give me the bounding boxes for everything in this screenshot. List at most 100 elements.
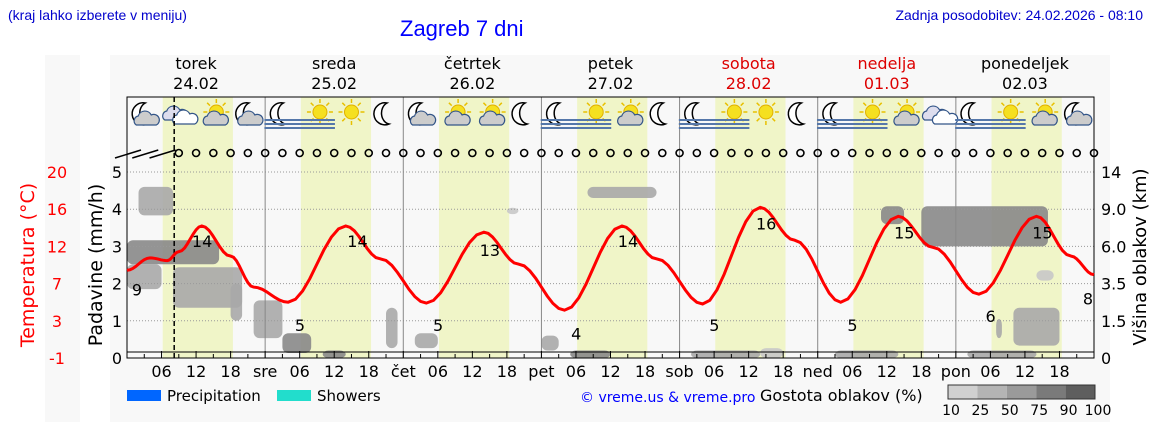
- moon-shape: [373, 102, 392, 126]
- sun-ray: [1000, 102, 1005, 107]
- sun-ray: [771, 102, 776, 107]
- calm-wind-icon: [537, 148, 546, 158]
- calm-wind-icon: [847, 148, 857, 158]
- wind-barb-icon: [114, 149, 142, 159]
- sun-icon: [752, 99, 779, 125]
- day-name: sreda: [312, 54, 356, 73]
- cloud-shape: [1031, 110, 1058, 126]
- sun-ray: [878, 102, 883, 107]
- calm-wind-icon: [191, 148, 201, 158]
- cloud-shape: [617, 110, 644, 126]
- hour-label: 18: [359, 362, 379, 381]
- hour-label: 12: [186, 362, 206, 381]
- cloud-height-tick-label: 9.0: [1101, 200, 1126, 219]
- sun-disc: [865, 104, 881, 120]
- temperature-label: 5: [433, 316, 443, 335]
- density-scale-swatch: [1036, 385, 1066, 399]
- density-scale-frame: [947, 384, 1096, 400]
- density-scale-label: 100: [1085, 403, 1112, 419]
- hour-label: 18: [497, 362, 517, 381]
- calm-wind-icon: [1020, 148, 1030, 158]
- sun-ray: [897, 102, 902, 107]
- cloud-shape: [444, 110, 471, 126]
- calm-wind-icon: [519, 148, 529, 158]
- hour-label: 18: [773, 362, 793, 381]
- day-name: četrtek: [444, 54, 502, 73]
- moon-shape: [787, 102, 807, 126]
- cloud-density-patch: [282, 333, 312, 354]
- calm-wind-icon: [398, 148, 408, 158]
- moon-shape: [649, 102, 668, 126]
- hour-label: 06: [566, 362, 586, 381]
- temperature-label: 13: [480, 241, 500, 260]
- calm-wind-icon: [554, 148, 563, 158]
- moon-fog-icon: [540, 102, 577, 129]
- daylight-band: [300, 97, 372, 358]
- temp-tick-label: 7: [52, 275, 62, 294]
- calm-wind-icon: [260, 148, 270, 158]
- density-scale-label: 90: [1060, 403, 1078, 419]
- calm-wind-icon: [1003, 148, 1012, 158]
- calm-wind-icon: [226, 148, 235, 158]
- legend-label: Showers: [317, 387, 381, 405]
- cloud-height-tick-label: 14: [1101, 163, 1121, 182]
- precip-tick-label: 2: [112, 275, 122, 294]
- sun-fog-icon: [298, 99, 335, 129]
- day-abbr-label: sob: [665, 362, 693, 381]
- calm-wind-icon: [796, 148, 805, 158]
- credit-link[interactable]: © vreme.us & vreme.pro: [580, 390, 755, 406]
- calm-wind-icon: [381, 148, 391, 158]
- precip-tick-label: 3: [112, 237, 122, 256]
- calm-wind-icon: [588, 148, 598, 158]
- day-date: 26.02: [449, 74, 495, 93]
- hour-label: 12: [738, 362, 758, 381]
- cloud-height-tick-label: 0: [1101, 349, 1111, 368]
- temperature-line: [126, 205, 1095, 312]
- legend-swatch: [277, 390, 311, 401]
- calm-wind-icon: [174, 148, 184, 158]
- region-note: (kraj lahko izberete v meniju): [8, 7, 187, 23]
- cloud-height-tick-label: 3.5: [1101, 275, 1126, 294]
- sun-ray: [621, 102, 625, 107]
- calm-wind-icon: [917, 148, 926, 158]
- sun-ray: [740, 102, 745, 107]
- density-scale-label: 25: [971, 403, 989, 419]
- cloud-density-patch: [881, 206, 905, 225]
- sun-fog-icon: [989, 99, 1026, 129]
- day-name: ponedeljek: [981, 54, 1070, 73]
- density-scale-label: 50: [1001, 403, 1019, 419]
- day-date: 28.02: [726, 74, 772, 93]
- cloud-height-axis-label: Višina oblakov (km): [1130, 168, 1151, 345]
- moon-shape: [511, 102, 530, 126]
- sun-ray: [1051, 102, 1055, 107]
- cloud-density-patch: [414, 333, 438, 349]
- sun-ray: [357, 102, 362, 107]
- hour-label: 06: [428, 362, 448, 381]
- calm-wind-icon: [1055, 148, 1064, 158]
- moon-fog-icon: [816, 102, 853, 129]
- sun-fog-icon: [575, 99, 612, 129]
- moon-icon: [511, 102, 530, 126]
- moon-icon: [787, 102, 807, 126]
- sun-ray: [636, 102, 641, 107]
- day-name: sobota: [722, 54, 776, 73]
- density-scale-label: 75: [1030, 403, 1048, 419]
- cloud-shape: [133, 110, 160, 126]
- calm-wind-icon: [813, 148, 823, 158]
- hour-label: 18: [635, 362, 655, 381]
- precip-tick-label: 1: [112, 312, 122, 331]
- moon-cloud-icon: [1063, 102, 1093, 126]
- calm-wind-icon: [502, 148, 512, 158]
- cloud-density-label: Gostota oblakov (%): [760, 386, 923, 405]
- sun-ray: [756, 102, 761, 107]
- sun-fog-icon: [851, 99, 888, 129]
- sun-ray: [862, 102, 867, 107]
- sun-ray: [341, 117, 346, 122]
- sun-fog-icon: [713, 99, 750, 129]
- sun-cloud-icon: [893, 99, 921, 126]
- hour-label: 18: [911, 362, 931, 381]
- sun-icon: [338, 99, 365, 125]
- cloud-density-patch: [127, 264, 162, 290]
- temperature-label: 5: [295, 316, 305, 335]
